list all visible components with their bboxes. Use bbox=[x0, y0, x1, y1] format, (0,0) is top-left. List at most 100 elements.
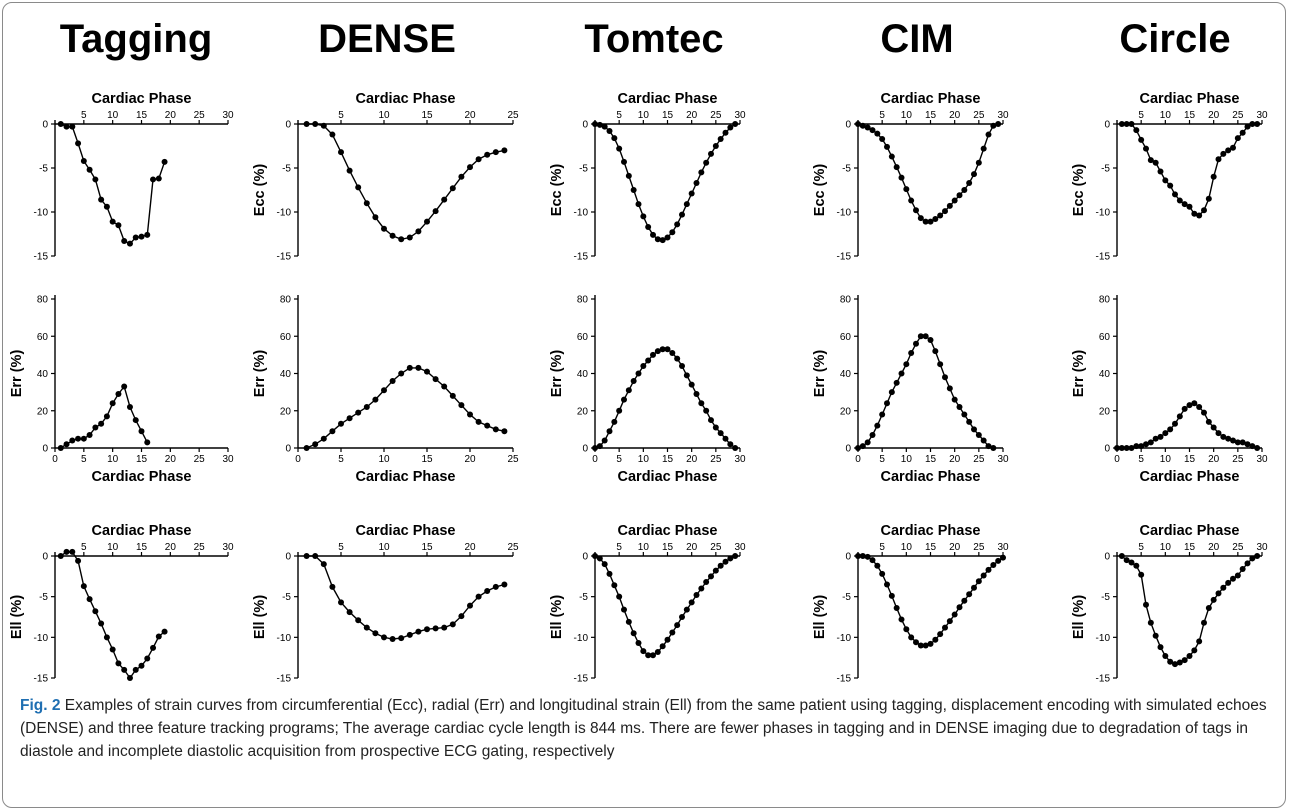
data-point bbox=[75, 435, 82, 442]
x-tick-label: 20 bbox=[165, 542, 177, 553]
data-point bbox=[717, 430, 724, 437]
y-axis-title: Ell (%) bbox=[1071, 595, 1087, 639]
data-point bbox=[596, 555, 603, 562]
data-point bbox=[698, 585, 705, 592]
x-tick-label: 10 bbox=[1160, 542, 1172, 553]
data-point bbox=[1196, 638, 1203, 645]
data-point bbox=[1162, 177, 1169, 184]
data-point bbox=[927, 218, 934, 225]
data-point bbox=[611, 582, 618, 589]
data-point bbox=[722, 435, 729, 442]
panel-tomtec-ell: 0 -5 -10 -15 5 10 15 20 25 30 Cardiac Phase Ell (%) bbox=[549, 523, 746, 685]
data-point bbox=[888, 153, 895, 160]
data-point bbox=[990, 445, 997, 451]
data-point bbox=[144, 231, 151, 238]
x-tick-label: 15 bbox=[925, 454, 937, 465]
data-point bbox=[946, 202, 953, 209]
data-point bbox=[888, 389, 895, 396]
data-point bbox=[1167, 658, 1174, 665]
x-tick-label: 10 bbox=[638, 110, 650, 121]
x-tick-label: 30 bbox=[222, 542, 234, 553]
data-point bbox=[92, 608, 99, 615]
x-tick-label: 25 bbox=[1232, 542, 1244, 553]
data-point bbox=[942, 374, 948, 381]
data-point bbox=[966, 591, 973, 598]
data-point bbox=[346, 167, 353, 174]
data-point bbox=[664, 234, 671, 241]
panel-tagging-ecc: 0 -5 -10 -15 5 10 15 20 25 30 Cardiac Phase bbox=[34, 91, 234, 263]
y-tick-label: -15 bbox=[837, 674, 852, 685]
data-point bbox=[1186, 203, 1193, 210]
data-point bbox=[703, 407, 710, 414]
x-tick-label: 5 bbox=[81, 542, 87, 553]
data-point bbox=[69, 548, 76, 555]
data-point bbox=[1128, 559, 1135, 566]
data-point bbox=[492, 583, 499, 590]
data-point bbox=[86, 166, 93, 173]
data-point bbox=[1138, 443, 1145, 450]
y-axis-title: Ecc (%) bbox=[252, 164, 268, 217]
data-point bbox=[908, 350, 915, 357]
data-point bbox=[722, 129, 729, 136]
x-axis-title: Cardiac Phase bbox=[92, 523, 192, 539]
strain-series-line bbox=[306, 367, 505, 449]
data-point bbox=[1201, 409, 1207, 416]
y-tick-label: -15 bbox=[34, 252, 49, 263]
data-point bbox=[956, 192, 963, 199]
column-title-tomtec: Tomtec bbox=[584, 17, 723, 61]
x-tick-label: 15 bbox=[1184, 542, 1196, 553]
data-point bbox=[1234, 439, 1241, 446]
data-point bbox=[138, 428, 145, 435]
data-point bbox=[659, 346, 666, 353]
data-point bbox=[874, 422, 881, 429]
data-point bbox=[1143, 601, 1149, 608]
data-point bbox=[961, 187, 968, 193]
data-point bbox=[645, 357, 652, 364]
data-point bbox=[1133, 443, 1140, 450]
data-point bbox=[1239, 439, 1246, 446]
data-point bbox=[424, 218, 430, 225]
data-point bbox=[679, 211, 685, 218]
data-point bbox=[1249, 555, 1256, 562]
data-point bbox=[625, 618, 632, 625]
data-point bbox=[669, 629, 676, 636]
data-point bbox=[971, 426, 977, 433]
data-point bbox=[990, 122, 997, 129]
data-point bbox=[312, 121, 319, 127]
data-point bbox=[966, 179, 973, 186]
data-point bbox=[922, 642, 929, 649]
data-point bbox=[903, 361, 910, 368]
data-point bbox=[874, 130, 881, 137]
y-tick-label: 60 bbox=[280, 332, 292, 343]
y-tick-label: -10 bbox=[34, 208, 49, 219]
data-point bbox=[1128, 121, 1135, 127]
data-point bbox=[126, 240, 133, 247]
data-point bbox=[103, 634, 110, 641]
x-axis-title: Cardiac Phase bbox=[881, 523, 981, 539]
data-point bbox=[946, 618, 953, 625]
x-tick-label: 0 bbox=[295, 454, 301, 465]
y-tick-label: 0 bbox=[285, 444, 291, 455]
x-tick-label: 10 bbox=[638, 454, 650, 465]
data-point bbox=[645, 223, 652, 230]
data-point bbox=[492, 149, 499, 156]
data-point bbox=[312, 441, 319, 448]
data-point bbox=[975, 159, 982, 166]
data-point bbox=[398, 370, 405, 377]
x-tick-label: 5 bbox=[879, 110, 885, 121]
data-point bbox=[951, 197, 958, 204]
data-point bbox=[475, 418, 482, 425]
data-point bbox=[674, 355, 681, 362]
data-point bbox=[372, 396, 379, 403]
data-point bbox=[951, 396, 958, 403]
x-axis-title: Cardiac Phase bbox=[618, 523, 718, 539]
data-point bbox=[1220, 150, 1227, 157]
data-point bbox=[913, 207, 919, 214]
data-point bbox=[1157, 644, 1164, 651]
data-point bbox=[98, 196, 105, 203]
data-point bbox=[381, 387, 387, 394]
data-point bbox=[674, 221, 681, 228]
data-point bbox=[971, 171, 977, 178]
data-point bbox=[884, 581, 890, 588]
